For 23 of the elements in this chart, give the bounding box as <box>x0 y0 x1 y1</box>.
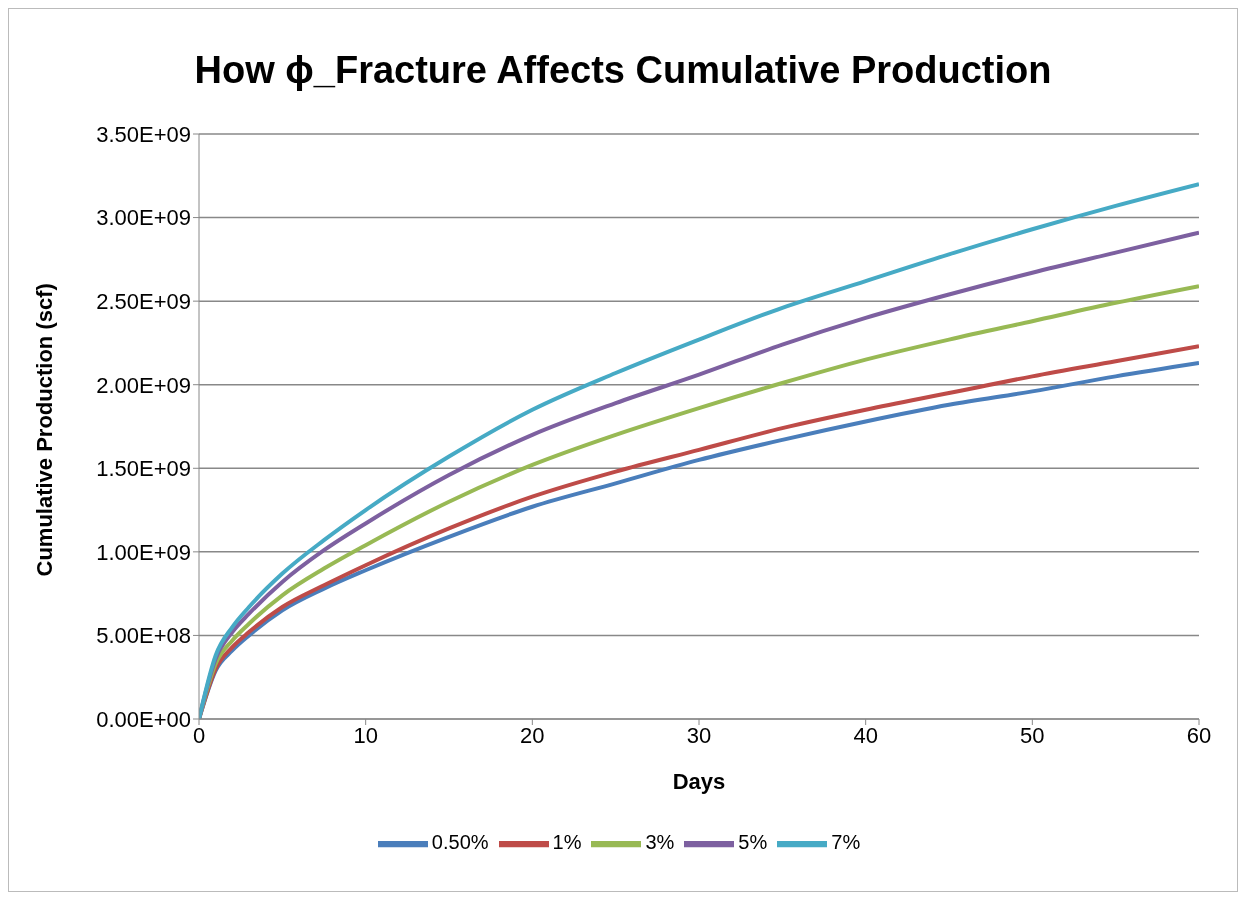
y-tick-label: 0.00E+00 <box>96 706 191 732</box>
y-tick-label: 3.00E+09 <box>96 205 191 231</box>
legend-label: 1% <box>552 831 582 854</box>
y-tick-label: 2.50E+09 <box>96 288 191 314</box>
legend-label: 5% <box>738 831 768 854</box>
y-axis-title: Cumulative Production (scf) <box>31 283 57 577</box>
legend-label: 7% <box>831 831 861 854</box>
x-tick-label: 10 <box>353 722 378 748</box>
chart-title: How ϕ_Fracture Affects Cumulative Production <box>193 49 1053 93</box>
x-axis-title: Days <box>672 769 726 794</box>
y-tick-label: 1.00E+09 <box>96 539 191 565</box>
x-tick-label: 20 <box>520 722 545 748</box>
legend-label: 3% <box>645 831 675 854</box>
x-tick-label: 30 <box>686 722 712 748</box>
y-tick-label: 2.00E+09 <box>96 372 191 398</box>
y-tick-label: 5.00E+08 <box>96 623 191 649</box>
x-tick-label: 0 <box>192 722 206 748</box>
y-tick-label: 1.50E+09 <box>96 456 191 482</box>
y-tick-label: 3.50E+09 <box>96 121 191 147</box>
legend-label: 0.50% <box>431 831 489 854</box>
x-tick-label: 60 <box>1186 722 1212 748</box>
x-tick-label: 50 <box>1020 722 1045 748</box>
x-tick-label: 40 <box>853 722 878 748</box>
